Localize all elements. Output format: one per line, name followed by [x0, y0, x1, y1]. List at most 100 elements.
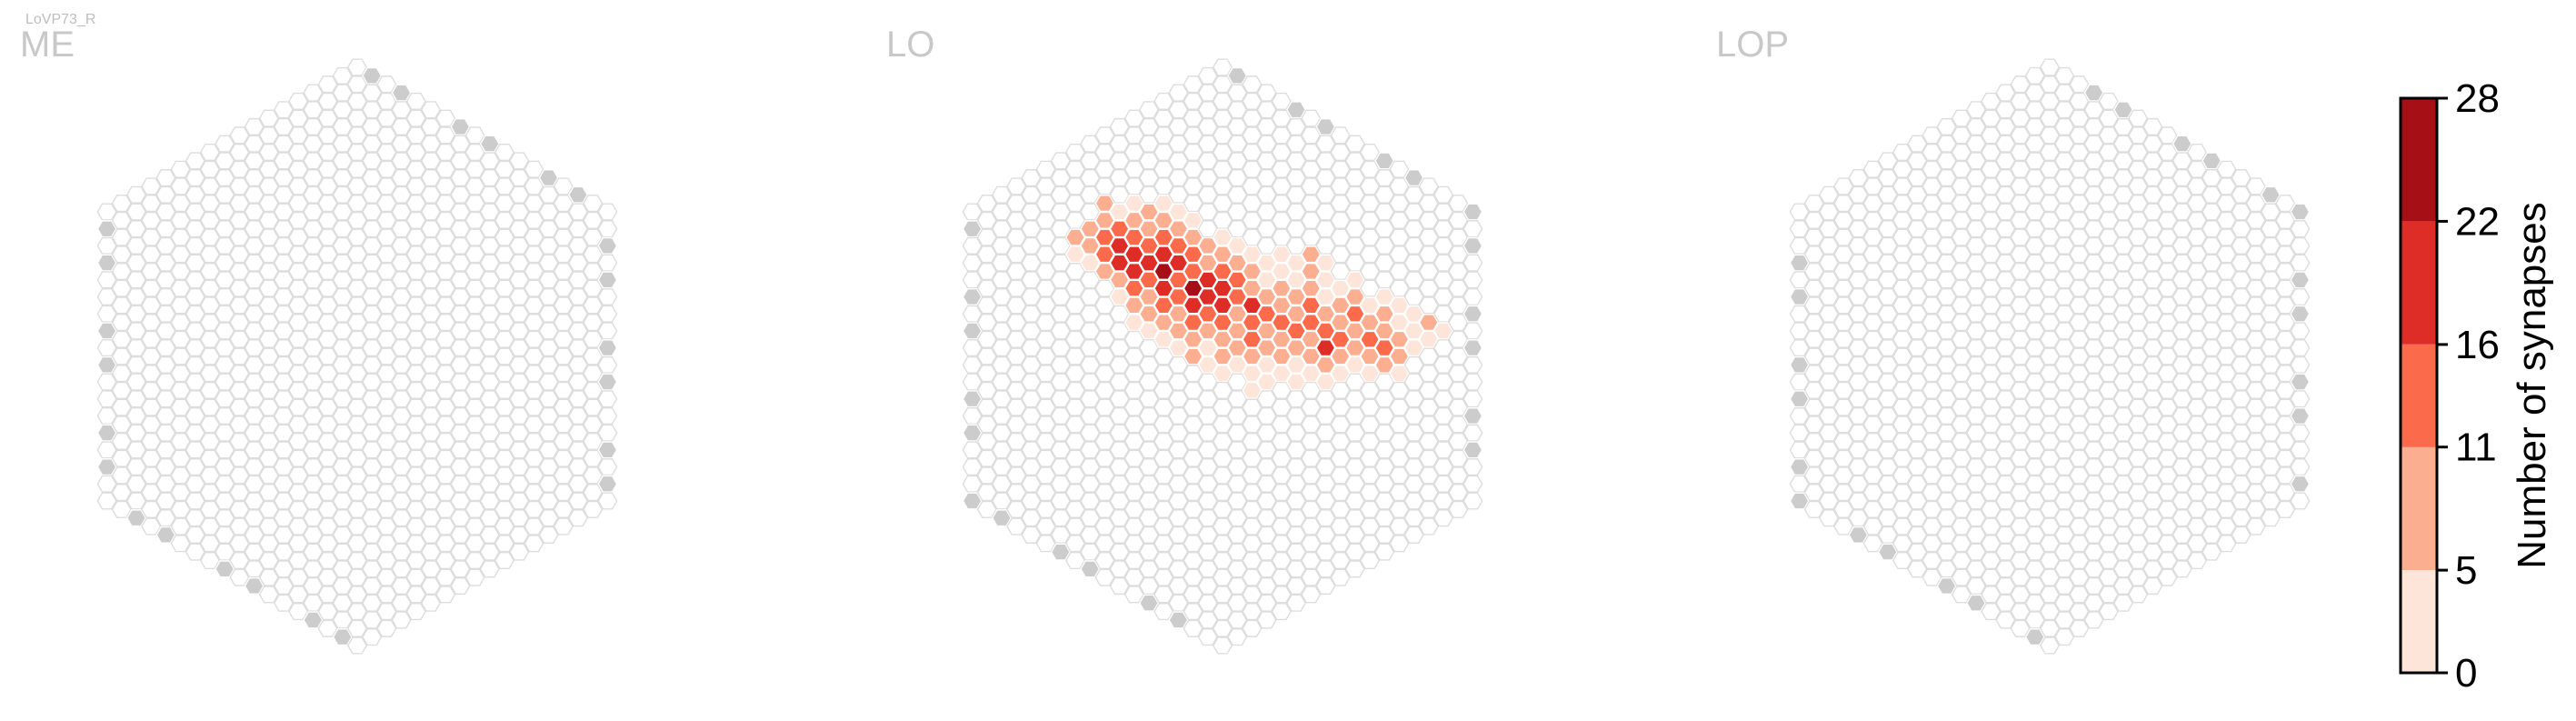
hex-cell: [362, 220, 383, 238]
hex-cell: [962, 271, 983, 289]
hex-cell: [435, 535, 456, 553]
hex-cell: [2112, 390, 2134, 408]
hex-cell: [273, 355, 295, 374]
hex-cell: [1330, 449, 1351, 467]
hex-cell: [1907, 458, 1928, 476]
hex-cell: [346, 449, 368, 467]
hex-cell: [2024, 543, 2045, 561]
hex-cell: [2128, 586, 2149, 604]
hex-cell: [1389, 262, 1410, 280]
hex-cell: [1050, 390, 1071, 408]
hex-cell: [1123, 330, 1144, 348]
hex-cell-synapse: [1123, 211, 1144, 229]
hex-cell: [2172, 526, 2192, 544]
hex-cell: [2069, 177, 2090, 195]
hex-cell: [2245, 330, 2266, 348]
hex-cell-synapse: [1138, 236, 1160, 255]
hex-cell: [1862, 347, 1883, 366]
panel-title-lo: LO: [886, 25, 934, 65]
hex-cell: [509, 152, 530, 170]
hex-cell: [479, 220, 500, 238]
hex-cell: [2128, 551, 2149, 570]
hex-cell: [1862, 381, 1883, 399]
hex-cell: [1242, 449, 1263, 467]
hex-cell: [1109, 339, 1130, 357]
hex-cell: [303, 458, 324, 476]
hex-cell: [1035, 245, 1056, 264]
hex-cell: [125, 254, 147, 272]
hex-cell: [1848, 185, 1869, 204]
hex-cell-edge: [215, 560, 235, 578]
hex-cell: [1907, 390, 1928, 408]
hex-cell: [1064, 177, 1086, 195]
hex-cell: [2172, 475, 2192, 493]
hex-cell: [391, 424, 412, 442]
hex-cell: [464, 228, 485, 246]
hex-cell: [332, 185, 353, 204]
hex-cell: [2024, 322, 2045, 340]
hex-cell: [346, 568, 368, 586]
hex-cell: [450, 339, 471, 357]
hex-cell: [1389, 228, 1410, 246]
hex-cell: [1359, 449, 1381, 467]
hex-cell: [391, 355, 412, 374]
hex-cell: [155, 492, 176, 510]
hex-cell-edge: [244, 577, 265, 596]
hex-cell: [567, 322, 589, 340]
hex-cell-synapse: [1389, 365, 1410, 383]
hex-cell: [1006, 262, 1027, 280]
hex-cell: [111, 296, 132, 315]
hex-cell: [538, 475, 559, 493]
hex-cell: [185, 203, 205, 221]
hex-cell: [2245, 296, 2266, 315]
hex-cell: [1153, 365, 1174, 383]
hex-cell: [1877, 509, 1898, 527]
hex-cell: [1981, 330, 2002, 348]
hex-cell: [2083, 288, 2104, 306]
hex-cell-synapse: [1242, 245, 1263, 264]
hex-cell: [155, 390, 176, 408]
hex-cell: [2069, 449, 2090, 467]
hex-cell: [1271, 228, 1292, 246]
hex-cell: [464, 314, 485, 332]
hex-cell: [1448, 195, 1469, 213]
hex-cell: [258, 568, 279, 586]
hex-cell: [1907, 220, 1928, 238]
hex-cell: [125, 475, 147, 493]
hex-cell: [185, 236, 205, 255]
hex-cell: [2054, 424, 2075, 442]
hex-cell: [2186, 143, 2208, 162]
hex-cell: [215, 475, 235, 493]
hex-cell: [597, 322, 618, 340]
hex-cell: [991, 424, 1013, 442]
hex-cell: [1197, 526, 1218, 544]
hex-cell: [2112, 526, 2134, 544]
hex-cell: [332, 169, 353, 187]
hex-cell: [2010, 449, 2031, 467]
hex-cell: [405, 160, 426, 178]
hex-cell: [2112, 185, 2134, 204]
hex-cell: [1359, 195, 1381, 213]
hex-cell: [332, 390, 353, 408]
hex-cell: [2202, 203, 2222, 221]
hex-cell: [1981, 381, 2002, 399]
hex-cell: [1183, 160, 1203, 178]
hex-cell: [1301, 433, 1322, 451]
hex-cell: [1050, 271, 1071, 289]
hex-cell: [2010, 211, 2031, 229]
hex-cell: [1936, 475, 1957, 493]
hex-cell: [1197, 66, 1218, 85]
hex-cell: [303, 185, 324, 204]
hex-cell: [1463, 492, 1483, 510]
hex-cell: [435, 195, 456, 213]
hex-cell: [991, 271, 1013, 289]
hex-cell: [450, 509, 471, 527]
hex-cell: [2142, 271, 2163, 289]
hex-cell-synapse: [1212, 262, 1233, 280]
hex-cell: [2010, 586, 2031, 604]
hex-cell: [1330, 433, 1351, 451]
hex-cell-synapse: [1271, 279, 1292, 297]
hex-cell: [2142, 236, 2163, 255]
hex-cell: [420, 406, 442, 425]
hex-cell: [1212, 517, 1233, 536]
